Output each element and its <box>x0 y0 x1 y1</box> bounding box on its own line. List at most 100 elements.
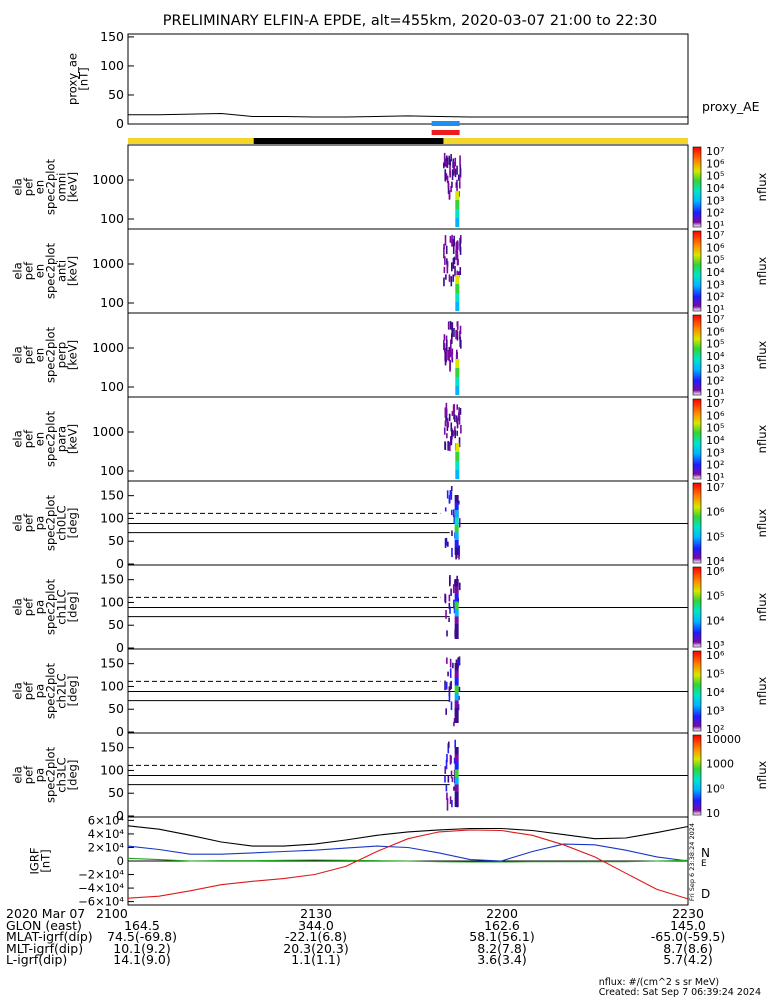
colorbar-title-7: nflux <box>755 760 769 789</box>
spec-cell <box>449 754 452 765</box>
spec-cell <box>456 329 458 337</box>
spec-cell <box>455 275 460 284</box>
spec-cell <box>452 169 455 176</box>
colorbar-label-6: 10⁴ <box>706 686 725 699</box>
spec-cell <box>454 430 456 439</box>
spec-cell <box>444 169 447 180</box>
spec-cell <box>444 680 446 691</box>
spec-ytick-0: 1000 <box>92 172 124 187</box>
spec-cell <box>456 404 459 410</box>
spec-cell <box>444 594 447 604</box>
spec-cell <box>453 599 455 609</box>
lshell-v1: 1.1(1.1) <box>291 952 341 967</box>
spec-cell <box>448 686 451 697</box>
spec-cell <box>448 692 451 703</box>
spec-cell <box>448 594 451 602</box>
time-tick-2: 2200 <box>486 906 518 921</box>
colorbar-label-2: 10⁵ <box>706 338 724 351</box>
spec-cell <box>445 708 447 715</box>
mlt-label: MLT-igrf(dip) <box>6 940 84 956</box>
spec-cell <box>443 334 446 341</box>
spec-ytick-5: 100 <box>100 594 124 609</box>
proxy-ae-ytick: 50 <box>108 87 124 102</box>
spec-cell <box>453 757 456 764</box>
spec-cell <box>452 662 454 669</box>
spec-cell <box>445 274 447 280</box>
spec-panel-ylabel-0: elapefenspec2plotomni[keV] <box>11 158 80 215</box>
spec-cell <box>456 165 458 175</box>
glon-v1: 344.0 <box>298 917 334 933</box>
spec-cell <box>455 209 460 218</box>
spec-panel-frame-0 <box>127 144 689 230</box>
spec-cell <box>454 624 459 632</box>
spec-cell <box>450 486 453 492</box>
spec-cell <box>450 186 452 193</box>
spec-cell <box>443 162 445 169</box>
spec-cell <box>444 235 447 246</box>
mlt-v0: 10.1(9.2) <box>113 940 171 956</box>
spec-cell <box>446 803 449 811</box>
colorbar-label-4: 10⁵ <box>706 530 724 543</box>
spec-cell <box>444 420 447 427</box>
status-blue-bar <box>431 121 460 126</box>
colorbar-title-6: nflux <box>755 676 769 705</box>
units-note: nflux: #/(cm^2 s sr MeV) <box>598 977 720 988</box>
spec-cell <box>458 415 461 425</box>
spec-cell <box>448 602 451 610</box>
spec-cell <box>446 339 448 351</box>
spec-cell <box>455 329 457 340</box>
igrf-ytick: 0 <box>117 854 124 868</box>
igrf-series-total <box>127 825 689 847</box>
status-segment-1 <box>253 138 444 144</box>
spec-cell <box>444 766 447 774</box>
colorbar-label-1: 10⁵ <box>706 254 724 267</box>
spec-cell <box>443 247 445 259</box>
spec-cell <box>455 368 460 377</box>
spec-cell <box>451 410 454 416</box>
spec-cell <box>454 693 459 701</box>
spec-cell <box>449 235 452 243</box>
spec-cell <box>453 162 455 172</box>
spec-cell <box>455 354 458 361</box>
colorbar-label-2: 10² <box>706 375 724 388</box>
proxy-ae-ytick: 0 <box>116 116 124 131</box>
date-label: 2020 Mar 07 <box>6 906 86 921</box>
spec-cell <box>447 743 450 754</box>
colorbar-label-1: 10³ <box>706 278 724 291</box>
spec-cell <box>446 490 449 499</box>
spec-cell <box>447 180 450 188</box>
spec-ytick-3: 1000 <box>92 424 124 439</box>
spec-cells-2 <box>443 321 462 395</box>
spec-cell <box>455 452 460 461</box>
spec-cell <box>453 515 456 524</box>
spec-cell <box>444 256 446 265</box>
spec-cell <box>451 429 453 440</box>
colorbar-label-1: 10¹ <box>706 303 724 316</box>
spec-cell <box>448 351 451 362</box>
glon-label: GLON (east) <box>6 917 82 933</box>
spec-cell <box>453 327 455 337</box>
spec-cell <box>455 191 460 200</box>
spec-cell <box>454 670 459 678</box>
spec-cell <box>458 545 461 555</box>
spec-cell <box>452 244 455 254</box>
colorbar-title-5: nflux <box>755 592 769 621</box>
spec-ytick-7: 100 <box>100 762 124 777</box>
colorbar-2 <box>692 314 702 396</box>
colorbar-label-6: 10⁶ <box>706 649 725 662</box>
spec-cell <box>458 181 461 189</box>
spec-cell <box>454 266 456 277</box>
spec-cell <box>444 352 447 361</box>
colorbar-label-2: 10¹ <box>706 387 724 400</box>
colorbar-label-0: 10⁴ <box>706 182 725 195</box>
colorbar-label-0: 10⁶ <box>706 157 725 170</box>
spec-cell <box>449 606 451 614</box>
glon-v2: 162.6 <box>484 917 520 933</box>
spec-cell <box>456 321 459 327</box>
spec-cell <box>446 753 448 763</box>
spec-cell <box>449 159 452 166</box>
spec-cell <box>451 530 453 537</box>
mlt-row: MLT-igrf(dip) 10.1(9.2) 20.3(20.3) 8.2(7… <box>0 940 775 956</box>
spec-cell <box>454 517 459 525</box>
spec-cell <box>455 302 460 311</box>
